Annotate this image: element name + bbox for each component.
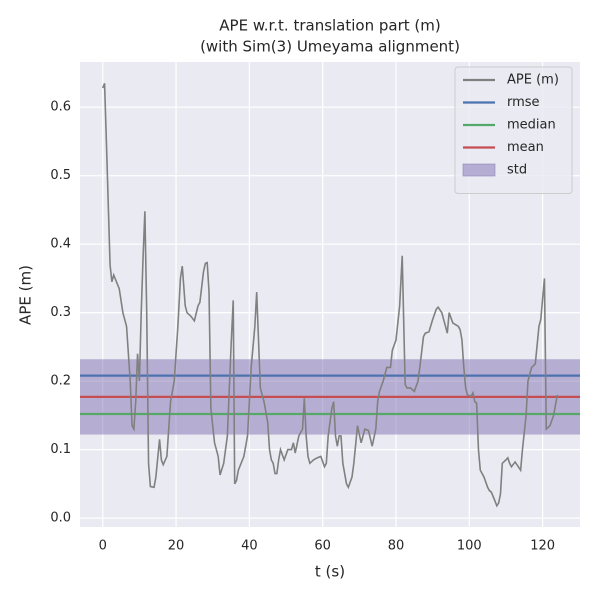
- x-tick-label: 0: [99, 539, 107, 554]
- plot-layer: [80, 82, 580, 508]
- ape-line: [101, 82, 559, 508]
- legend-label: median: [507, 118, 556, 133]
- legend-swatch: [462, 163, 496, 177]
- y-axis-label: APE (m): [17, 265, 35, 325]
- y-tick-label: 0.2: [50, 374, 71, 389]
- x-tick-label: 40: [241, 539, 258, 554]
- chart-title: APE w.r.t. translation part (m): [219, 17, 440, 35]
- y-tick-label: 0.0: [50, 511, 71, 526]
- legend-label: std: [507, 163, 527, 178]
- legend-label: mean: [507, 140, 544, 155]
- x-tick-label: 60: [314, 539, 331, 554]
- x-tick-label: 100: [457, 539, 482, 554]
- legend-label: rmse: [507, 95, 540, 110]
- chart-subtitle: (with Sim(3) Umeyama alignment): [200, 38, 460, 56]
- legend-box: [454, 66, 573, 194]
- x-tick-label: 80: [388, 539, 405, 554]
- x-tick-label: 20: [168, 539, 185, 554]
- y-tick-label: 0.5: [50, 168, 71, 183]
- y-tick-label: 0.1: [50, 442, 71, 457]
- y-tick-label: 0.3: [50, 305, 71, 320]
- x-tick-label: 120: [530, 539, 555, 554]
- legend-label: APE (m): [507, 73, 559, 88]
- x-axis-label: t (s): [315, 563, 345, 581]
- y-tick-label: 0.6: [50, 100, 71, 115]
- y-tick-label: 0.4: [50, 237, 71, 252]
